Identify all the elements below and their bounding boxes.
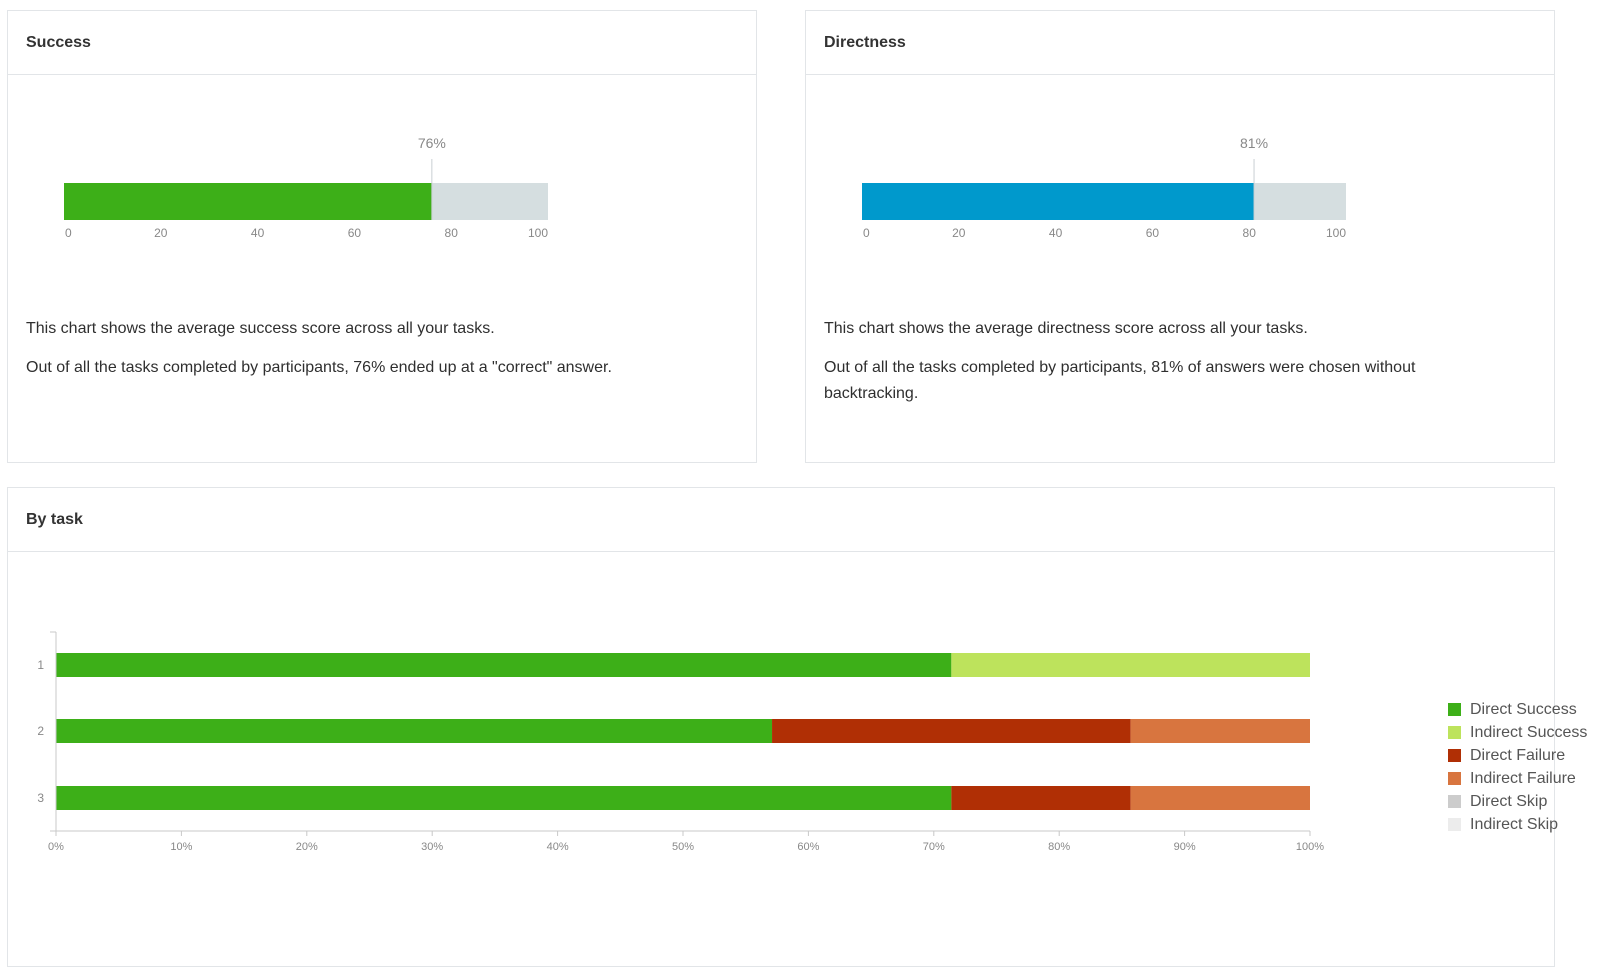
by-task-legend: Direct Success Indirect Success Direct Fai… bbox=[1448, 698, 1587, 836]
success-tick-label: 80 bbox=[445, 226, 459, 240]
success-value-bar bbox=[64, 183, 432, 220]
legend-label: Indirect Failure bbox=[1470, 769, 1576, 787]
success-card-title: Success bbox=[8, 11, 756, 75]
directness-value-label: 81% bbox=[1240, 135, 1268, 151]
success-description-line-2: Out of all the tasks completed by partic… bbox=[26, 359, 612, 376]
success-tick-label: 100 bbox=[528, 226, 548, 240]
legend-label: Indirect Success bbox=[1470, 723, 1588, 741]
success-value-label: 76% bbox=[418, 135, 446, 151]
x-tick-label: 30% bbox=[421, 841, 443, 853]
success-tick-label: 60 bbox=[348, 226, 362, 240]
directness-value-bar bbox=[862, 183, 1255, 220]
legend-swatch bbox=[1448, 795, 1461, 808]
legend-swatch bbox=[1448, 818, 1461, 831]
bar-segment bbox=[951, 786, 1131, 810]
bar-segment bbox=[772, 719, 1131, 743]
directness-card-body: 81% 0 20 40 60 80 100 This chart shows the ave… bbox=[806, 75, 1554, 463]
x-tick-label: 20% bbox=[296, 841, 318, 853]
x-tick-label: 60% bbox=[797, 841, 819, 853]
legend-swatch bbox=[1448, 703, 1461, 716]
legend-label: Indirect Skip bbox=[1470, 815, 1559, 833]
bar-segment bbox=[951, 653, 1310, 677]
legend-item[interactable]: Indirect Failure bbox=[1448, 767, 1587, 790]
success-chart: 76% 0 20 40 60 80 100 bbox=[64, 135, 548, 240]
legend-item[interactable]: Direct Success bbox=[1448, 698, 1587, 721]
legend-item[interactable]: Indirect Skip bbox=[1448, 813, 1587, 836]
directness-card-title: Directness bbox=[806, 11, 1554, 75]
success-tick-label: 20 bbox=[154, 226, 168, 240]
x-tick-label: 100% bbox=[1296, 841, 1324, 853]
category-label: 2 bbox=[37, 724, 44, 738]
legend-swatch bbox=[1448, 749, 1461, 762]
success-tick-label: 0 bbox=[65, 226, 72, 240]
directness-chart: 81% 0 20 40 60 80 100 bbox=[862, 135, 1346, 240]
legend-item[interactable]: Direct Skip bbox=[1448, 790, 1587, 813]
success-tick-label: 40 bbox=[251, 226, 265, 240]
directness-tick-label: 100 bbox=[1326, 226, 1346, 240]
bar-segment bbox=[56, 653, 952, 677]
directness-tick-label: 40 bbox=[1049, 226, 1063, 240]
legend-label: Direct Failure bbox=[1470, 746, 1566, 764]
x-tick-label: 0% bbox=[48, 841, 64, 853]
legend-label: Direct Success bbox=[1470, 700, 1577, 718]
x-tick-label: 50% bbox=[672, 841, 694, 853]
bar-segment bbox=[56, 719, 773, 743]
directness-tick-label: 80 bbox=[1243, 226, 1257, 240]
legend-swatch bbox=[1448, 726, 1461, 739]
legend-item[interactable]: Indirect Success bbox=[1448, 721, 1587, 744]
directness-tick-label: 60 bbox=[1146, 226, 1160, 240]
x-tick-label: 40% bbox=[547, 841, 569, 853]
bar-segment bbox=[1130, 719, 1310, 743]
legend-swatch bbox=[1448, 772, 1461, 785]
directness-description-line-1: This chart shows the average directness … bbox=[824, 320, 1308, 337]
directness-description-line-2: Out of all the tasks completed by partic… bbox=[824, 359, 1416, 402]
bar-segment bbox=[56, 786, 952, 810]
x-tick-label: 10% bbox=[170, 841, 192, 853]
category-label: 3 bbox=[37, 791, 44, 805]
x-tick-label: 90% bbox=[1174, 841, 1196, 853]
x-tick-label: 70% bbox=[923, 841, 945, 853]
success-card-body: 76% 0 20 40 60 80 100 This chart shows the ave… bbox=[8, 75, 756, 463]
bar-segment bbox=[1130, 786, 1310, 810]
category-label: 1 bbox=[37, 658, 44, 672]
directness-description: This chart shows the average directness … bbox=[824, 316, 1514, 420]
legend-item[interactable]: Direct Failure bbox=[1448, 744, 1587, 767]
success-description-line-1: This chart shows the average success sco… bbox=[26, 320, 495, 337]
directness-tick-label: 0 bbox=[863, 226, 870, 240]
success-description: This chart shows the average success sco… bbox=[26, 316, 716, 394]
success-card: Success 76% 0 20 40 60 80 100 This chart shows… bbox=[7, 10, 757, 463]
x-tick-label: 80% bbox=[1048, 841, 1070, 853]
legend-label: Direct Skip bbox=[1470, 792, 1548, 810]
directness-card: Directness 81% 0 20 40 60 80 100 This chart sh… bbox=[805, 10, 1555, 463]
by-task-card-title: By task bbox=[8, 488, 1554, 552]
directness-tick-label: 20 bbox=[952, 226, 966, 240]
